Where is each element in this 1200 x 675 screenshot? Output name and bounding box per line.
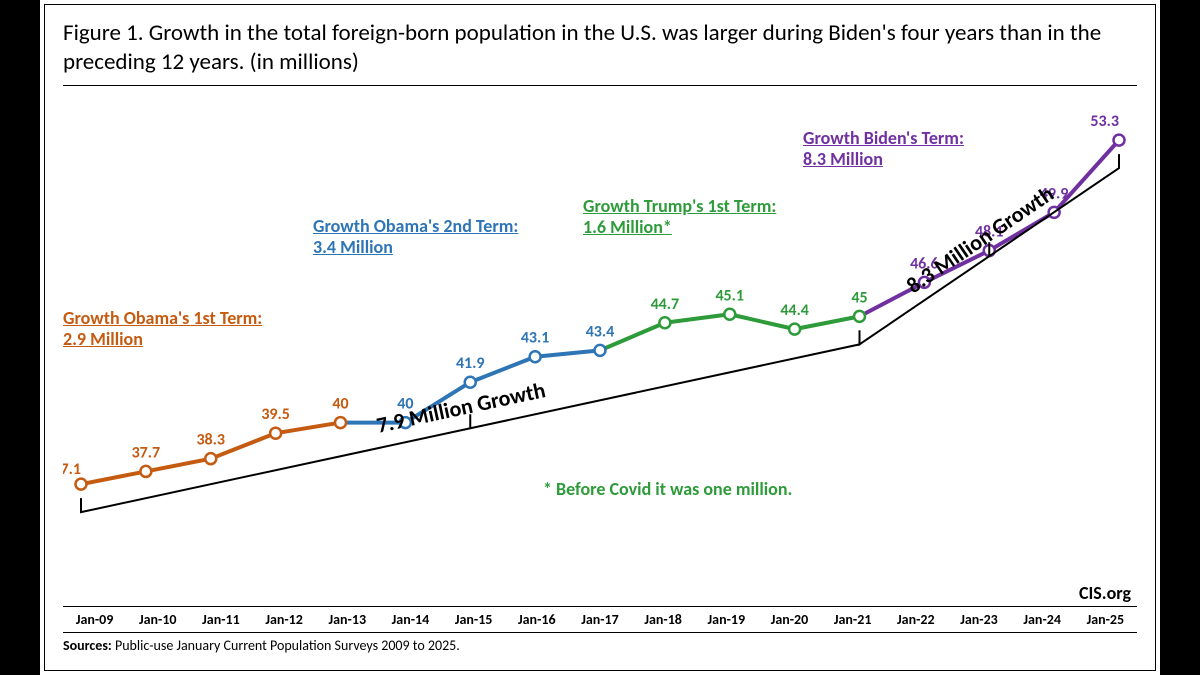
- x-tick-label: Jan-09: [63, 611, 126, 628]
- x-tick-label: Jan-15: [442, 611, 505, 628]
- attribution: CIS.org: [1079, 582, 1131, 604]
- annotation-biden: Growth Biden's Term: 8.3 Million: [803, 128, 964, 171]
- svg-text:37.7: 37.7: [132, 443, 161, 462]
- svg-text:39.5: 39.5: [261, 405, 290, 424]
- annotation-line: 1.6 Million*: [583, 216, 672, 238]
- annotation-line: Growth Trump's 1st Term:: [583, 195, 776, 217]
- x-tick-label: Jan-22: [884, 611, 947, 628]
- x-tick-label: Jan-11: [189, 611, 252, 628]
- annotation-obama-1: Growth Obama's 1st Term: 2.9 Million: [63, 308, 262, 351]
- svg-text:37.1: 37.1: [63, 460, 81, 479]
- svg-text:38.3: 38.3: [196, 430, 225, 449]
- sources-text: Public-use January Current Population Su…: [115, 637, 460, 654]
- footnote: * Before Covid it was one million.: [543, 478, 792, 500]
- svg-text:45: 45: [851, 288, 867, 307]
- svg-text:43.1: 43.1: [521, 328, 550, 347]
- x-tick-label: Jan-18: [632, 611, 695, 628]
- sources-label: Sources:: [63, 637, 112, 654]
- sources: Sources: Public-use January Current Popu…: [63, 632, 1137, 654]
- annotation-line: Growth Biden's Term:: [803, 127, 964, 149]
- x-tick-label: Jan-19: [695, 611, 758, 628]
- svg-text:40: 40: [332, 394, 348, 413]
- annotation-line: 3.4 Million: [313, 236, 393, 258]
- x-tick-label: Jan-16: [505, 611, 568, 628]
- figure-title: Figure 1. Growth in the total foreign-bo…: [63, 19, 1137, 86]
- x-tick-label: Jan-20: [758, 611, 821, 628]
- x-tick-label: Jan-14: [379, 611, 442, 628]
- x-tick-label: Jan-10: [126, 611, 189, 628]
- x-tick-label: Jan-24: [1011, 611, 1074, 628]
- svg-text:45.1: 45.1: [715, 286, 744, 305]
- chart-area: 37.137.738.339.5404041.943.143.444.745.1…: [63, 86, 1137, 606]
- x-tick-label: Jan-17: [568, 611, 631, 628]
- annotation-line: Growth Obama's 2nd Term:: [313, 215, 518, 237]
- annotation-trump-1: Growth Trump's 1st Term: 1.6 Million*: [583, 196, 776, 239]
- annotation-line: 2.9 Million: [63, 328, 143, 350]
- annotation-obama-2: Growth Obama's 2nd Term: 3.4 Million: [313, 216, 518, 259]
- annotation-line: 8.3 Million: [803, 148, 883, 170]
- x-axis-labels: Jan-09Jan-10Jan-11Jan-12Jan-13Jan-14Jan-…: [63, 607, 1137, 632]
- x-tick-label: Jan-21: [821, 611, 884, 628]
- annotation-line: Growth Obama's 1st Term:: [63, 307, 262, 329]
- svg-text:44.4: 44.4: [780, 301, 809, 320]
- x-tick-label: Jan-13: [316, 611, 379, 628]
- x-tick-label: Jan-25: [1074, 611, 1137, 628]
- svg-text:41.9: 41.9: [456, 354, 485, 373]
- svg-text:43.4: 43.4: [586, 322, 615, 341]
- svg-text:44.7: 44.7: [651, 294, 680, 313]
- x-tick-label: Jan-23: [947, 611, 1010, 628]
- svg-text:53.3: 53.3: [1090, 112, 1119, 131]
- x-tick-label: Jan-12: [253, 611, 316, 628]
